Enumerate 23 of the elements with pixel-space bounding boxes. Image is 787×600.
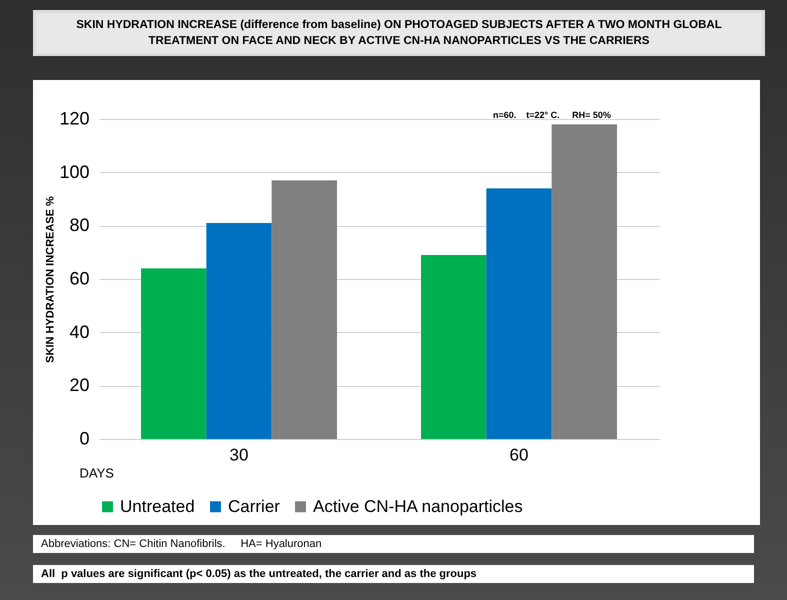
chart-title: SKIN HYDRATION INCREASE (difference from baseline) ON PHOTOAGED SUBJECTS AFTER A TWO MONTH GLOBAL TREATMENT ON FACE AND NECK BY ACTIVE CN-HA NANOPARTICLES VS THE CARRIERS — [33, 10, 765, 56]
bar — [552, 124, 617, 439]
y-tick-label: 80 — [69, 215, 90, 236]
y-tick-label: 100 — [59, 162, 90, 182]
y-tick-label: 0 — [79, 428, 90, 448]
y-tick-label: 20 — [69, 375, 90, 396]
legend-label: Active CN-HA nanoparticles — [313, 496, 523, 516]
bar — [272, 180, 337, 439]
y-tick-label: 60 — [69, 268, 90, 288]
x-axis-title: DAYS — [80, 466, 114, 480]
legend-label: Carrier — [228, 496, 280, 516]
bar — [206, 223, 272, 439]
y-axis-title: SKIN HYDRATION INCREASE % — [44, 196, 56, 363]
text: All p values are significant (p< 0.05) as the untreated, the carrier and as the groups — [33, 565, 754, 583]
bar — [486, 188, 552, 439]
bar — [421, 255, 486, 439]
y-tick-label: 40 — [69, 322, 90, 342]
legend-label: Untreated — [120, 496, 195, 516]
bar — [141, 268, 206, 439]
annotation: n=60. t=22° C. RH= 50% — [493, 110, 611, 120]
y-tick-label: 120 — [59, 108, 90, 128]
text: Abbreviations: CN= Chitin Nanofibrils. HA= Hyaluronan — [33, 535, 754, 553]
x-tick-label: 30 — [230, 446, 248, 464]
